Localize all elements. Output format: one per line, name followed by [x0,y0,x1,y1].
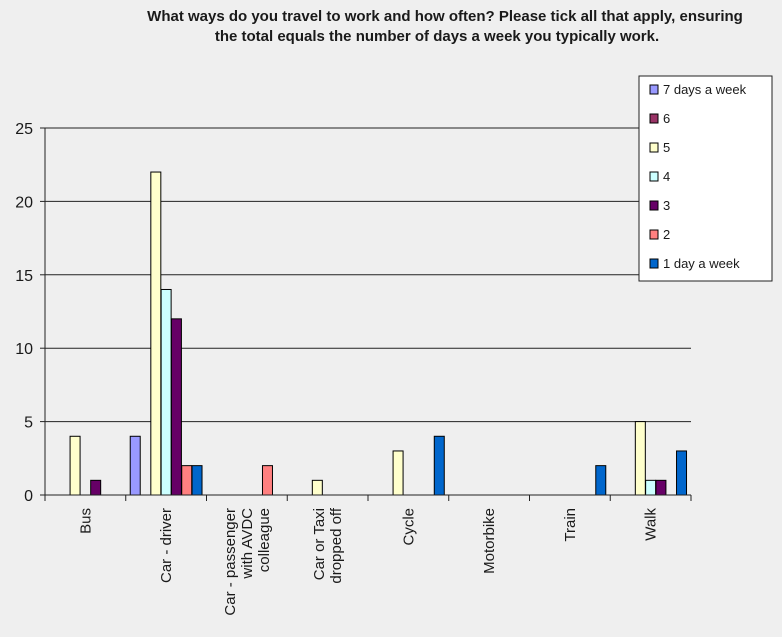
legend-entry-label: 5 [663,140,670,155]
bars [69,171,688,496]
bar [261,465,273,496]
x-category-label: Car - passenger [222,508,239,616]
gridlines [45,127,691,423]
bar [634,421,646,496]
legend-box [638,75,773,282]
legend-entry-label: 1 day a week [663,256,740,271]
x-category-label: Motorbike [481,508,498,574]
legend-entry-label: 4 [663,169,670,184]
bar [160,288,172,496]
y-tick-label: 25 [15,121,33,138]
bar [150,171,162,496]
chart-title: What ways do you travel to work and how … [147,8,743,45]
y-tick-label: 5 [24,415,33,432]
y-tick-label: 20 [15,194,33,211]
bar [191,465,203,496]
legend-entry-label: 7 days a week [663,82,747,97]
y-tick-label: 10 [15,341,33,358]
chart-title-line-1: What ways do you travel to work and how … [147,8,743,25]
x-category-label: Cycle [400,508,417,546]
bar [595,465,607,496]
bar [69,435,81,496]
y-tick-label: 0 [24,488,33,505]
bar [392,450,404,496]
chart-title-line-2: the total equals the number of days a we… [215,28,659,45]
bar [311,479,323,496]
bar [645,479,657,496]
x-category-label: Bus [77,508,94,534]
x-category-label: Walk [643,508,660,541]
bar [170,318,182,496]
legend-entry-label: 6 [663,111,670,126]
x-category-label: Car or Taxi [311,508,328,580]
legend-swatch [649,84,659,95]
bar [90,479,102,496]
x-category-label: colleague [256,508,273,572]
legend-swatch [649,200,659,211]
legend-swatch [649,142,659,153]
legend-swatch [649,113,659,124]
bar [129,435,141,496]
legend-entry-label: 3 [663,198,670,213]
bar [181,465,193,496]
axes [40,127,692,501]
x-category-label: Train [562,508,579,542]
x-category-label: with AVDC [239,508,256,580]
legend-swatch [649,229,659,240]
legend-swatch [649,171,659,182]
x-category-label: Car - driver [158,508,175,583]
bar [676,450,688,496]
y-axis-tick-labels: 0 5 10 15 20 25 [15,121,33,505]
y-tick-label: 15 [15,268,33,285]
bar [655,479,667,496]
legend-entry-label: 2 [663,227,670,242]
legend: 7 days a week 6 5 4 3 2 1 day a week [638,75,773,282]
x-axis-category-labels: Bus Car - driver Car - passenger with AVDC c… [77,507,659,615]
legend-swatch [649,258,659,269]
x-category-label: dropped off [328,507,345,583]
bar [433,435,445,496]
